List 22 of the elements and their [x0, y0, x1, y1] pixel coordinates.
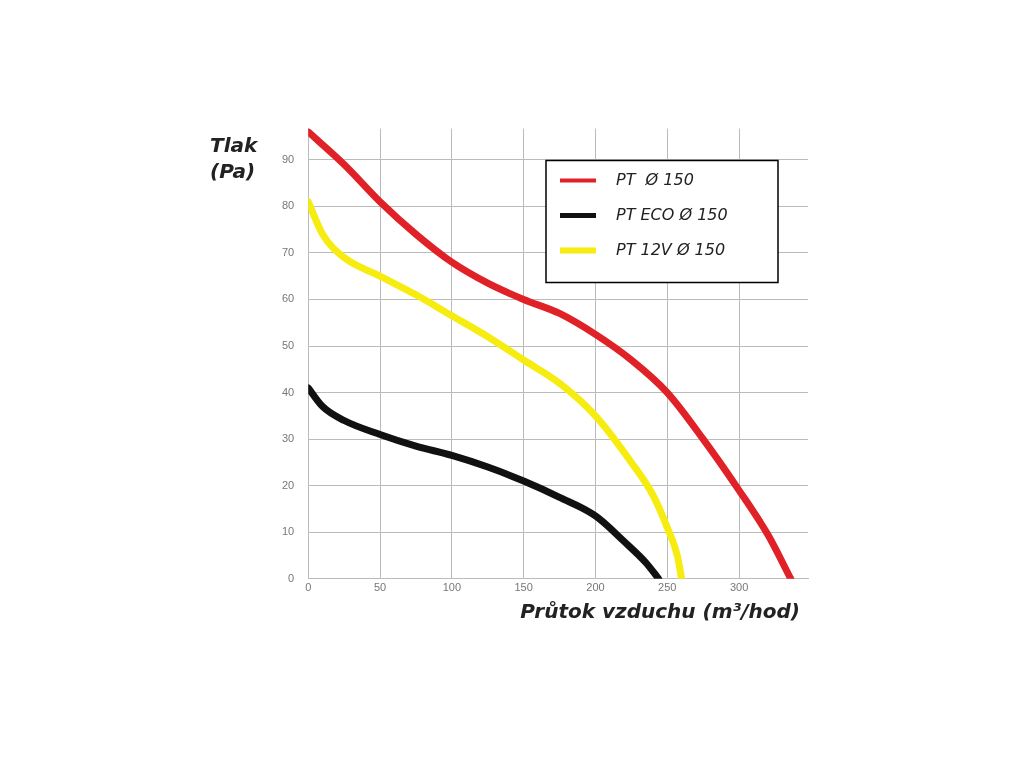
y-tick-label: 10 — [281, 525, 295, 538]
x-tick-label: 50 — [373, 581, 387, 594]
y-tick-label: 0 — [288, 571, 295, 584]
y-tick-label: 90 — [281, 152, 295, 165]
x-tick-label: 250 — [658, 581, 677, 594]
y-axis-title: Tlak (Pa) — [210, 132, 259, 183]
x-tick-label: 0 — [305, 581, 312, 594]
x-tick-label: 100 — [442, 581, 462, 594]
y-tick-label: 30 — [281, 432, 295, 445]
y-tick-label: 20 — [281, 478, 295, 491]
legend-label: PT 12V Ø 150 — [616, 239, 726, 259]
x-tick-label: 200 — [586, 581, 605, 594]
x-axis-title: Průtok vzduchu (m³/hod) — [520, 599, 800, 623]
y-tick-label: 80 — [281, 199, 295, 212]
y-tick-label: 60 — [281, 292, 295, 305]
y-tick-label: 40 — [281, 385, 295, 398]
y-tick-label: 70 — [281, 245, 295, 258]
y-tick-label: 50 — [281, 339, 295, 352]
x-tick-label: 150 — [514, 581, 533, 594]
x-tick-label: 300 — [729, 581, 749, 594]
legend-label: PT Ø 150 — [616, 169, 694, 189]
legend-label: PT ECO Ø 150 — [616, 204, 728, 224]
